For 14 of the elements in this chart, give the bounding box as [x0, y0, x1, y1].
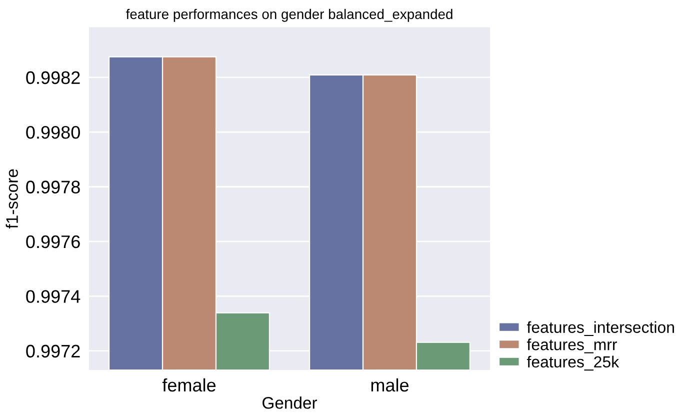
legend-label: features_intersection — [526, 321, 674, 336]
legend-label: features_mrr — [526, 338, 618, 354]
chart-title: feature performances on gender balanced_expanded — [126, 8, 452, 22]
y-tick-label: 0.9972 — [26, 344, 80, 358]
y-tick-label: 0.9982 — [26, 71, 80, 84]
x-axis-title: Gender — [262, 396, 318, 409]
y-tick-label: 0.9976 — [26, 235, 80, 248]
x-tick-label: female — [162, 378, 216, 392]
y-tick-label: 0.9978 — [26, 180, 80, 194]
y-tick-label: 0.9980 — [26, 126, 80, 139]
x-tick-label: male — [371, 378, 409, 392]
y-tick-label: 0.9974 — [26, 290, 80, 303]
legend-label: features_25k — [526, 356, 620, 371]
y-axis-title: f1-score — [6, 169, 18, 229]
